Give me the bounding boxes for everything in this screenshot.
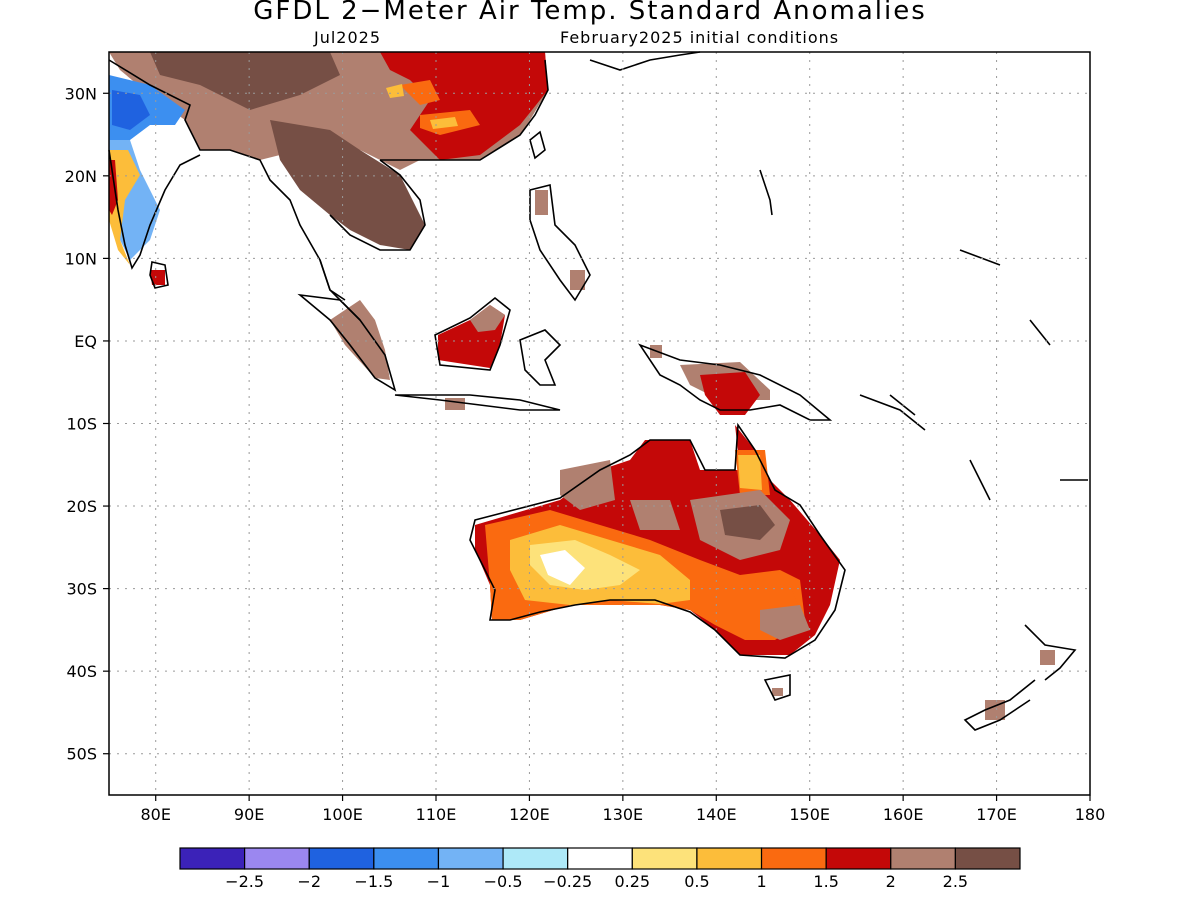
java-region (445, 398, 465, 410)
colorbar-label: 0.25 (614, 872, 650, 891)
colorbar-label: 2 (886, 872, 896, 891)
lon-tick-label: 130E (603, 805, 644, 824)
latitude-axis: 30N 20N 10N EQ 10S 20S 30S 40S 50S (65, 84, 109, 764)
colorbar-label: −0.5 (484, 872, 523, 891)
initial-conditions: February2025 initial conditions (560, 28, 840, 47)
lat-tick-label: 30S (66, 580, 97, 599)
lon-tick-label: 90E (234, 805, 264, 824)
coast-pacific-islands (759, 169, 1088, 501)
coast-india (108, 149, 201, 270)
colorbar-swatch (179, 847, 246, 870)
coast-java (394, 394, 561, 411)
coast-nz-south (963, 679, 1036, 731)
colorbar-label: 0.5 (684, 872, 709, 891)
colorbar-label: −1 (427, 872, 451, 891)
coastlines (108, 51, 1088, 731)
colorbar-swatch (244, 847, 310, 870)
lat-tick-label: 20S (66, 497, 97, 516)
lon-tick-label: 170E (976, 805, 1017, 824)
coast-australia (469, 422, 846, 659)
lat-tick-label: 10N (65, 249, 97, 268)
coast-new-guinea (637, 343, 833, 421)
india-deep-cold-region (112, 90, 150, 130)
australia-east-yellow (738, 455, 762, 490)
colorbar-label: 1 (756, 872, 766, 891)
china-yellow-region (386, 84, 458, 129)
colorbar-label: 1.5 (813, 872, 838, 891)
colorbar-swatch (696, 847, 763, 870)
lon-tick-label: 140E (696, 805, 737, 824)
china-orange-region (400, 80, 480, 135)
lat-tick-label: 30N (65, 84, 97, 103)
lon-tick-label: 150E (789, 805, 830, 824)
coast-japan (589, 51, 701, 71)
map-title: GFDL 2−Meter Air Temp. Standard Anomalie… (253, 0, 927, 26)
indochina-region (270, 120, 425, 250)
australia-dark-brown-core (720, 505, 775, 540)
lon-tick-label: 180 (1075, 805, 1106, 824)
colorbar-swatch (373, 847, 440, 870)
coast-srilanka (149, 261, 169, 289)
lat-tick-label: 50S (66, 745, 97, 764)
colorbar-swatch (437, 847, 504, 870)
colorbar: −2.5 −2 −1.5 −1 −0.5 −0.25 0.25 0.5 1 1.5 2 2.5 (179, 847, 1021, 891)
colorbar-label: −2 (297, 872, 321, 891)
coast-solomons (859, 394, 926, 431)
coast-borneo (434, 296, 511, 371)
coast-china (380, 59, 549, 161)
india-red-coast (109, 160, 165, 285)
australia-brown-southeast (760, 605, 810, 640)
colorbar-swatch (954, 847, 1021, 870)
coast-philippines (529, 184, 591, 302)
philippines-region (535, 190, 585, 290)
lon-tick-label: 110E (416, 805, 457, 824)
tasmania-region (772, 688, 783, 696)
lon-tick-label: 120E (509, 805, 550, 824)
colorbar-swatch (825, 847, 892, 870)
coast-nz-north (1024, 624, 1077, 681)
gridlines (109, 52, 1091, 795)
longitude-axis: 80E 90E 100E 110E 120E 130E 140E 150E 160E 170E 18… (140, 795, 1105, 824)
sumatra-region (330, 300, 390, 380)
anomaly-fields (109, 52, 1055, 720)
coast-sulawesi (519, 329, 562, 386)
colorbar-swatch (631, 847, 698, 870)
asia-hot-region (150, 52, 340, 110)
colorbar-swatch (502, 847, 569, 870)
coast-tasmania (763, 674, 791, 701)
coast-sumatra (297, 293, 397, 392)
colorbar-label: −1.5 (354, 872, 393, 891)
colorbar-swatch (308, 847, 375, 870)
colorbar-swatch (890, 847, 956, 870)
borneo-brown-region (470, 305, 505, 332)
new-guinea-red-region (700, 372, 760, 415)
colorbar-label: −2.5 (225, 872, 264, 891)
lat-tick-label: 40S (66, 662, 97, 681)
lat-tick-label: EQ (74, 332, 97, 351)
lat-tick-label: 20N (65, 167, 97, 186)
forecast-month: Jul2025 (314, 28, 382, 47)
coast-taiwan (529, 130, 546, 160)
coast-indochina (329, 159, 426, 251)
lat-tick-label: 10S (66, 415, 97, 434)
lon-tick-label: 80E (140, 805, 170, 824)
china-red-region (380, 52, 548, 160)
india-warm-coast (109, 150, 140, 265)
lon-tick-label: 100E (322, 805, 363, 824)
colorbar-swatch (760, 847, 827, 870)
colorbar-swatch (567, 847, 633, 870)
colorbar-label: −0.25 (543, 872, 592, 891)
lon-tick-label: 160E (883, 805, 924, 824)
australia-white-core (540, 550, 585, 585)
colorbar-label: 2.5 (943, 872, 968, 891)
